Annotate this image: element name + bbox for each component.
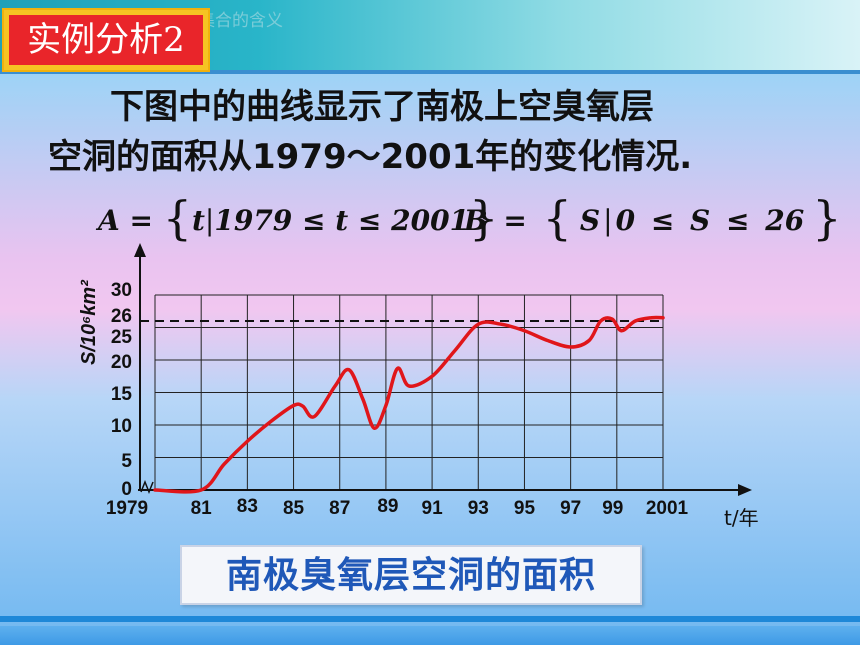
y-tick-label: 15 (111, 384, 133, 405)
y-tick-label: 30 (111, 280, 132, 301)
x-tick-label: 91 (422, 498, 444, 519)
set-b-name: B (464, 204, 488, 237)
statement-line-1: 下图中的曲线显示了南极上空臭氧层 (110, 87, 654, 127)
set-b-bar: | (603, 204, 613, 237)
y-tick-label: 26 (111, 306, 132, 327)
chart-caption: 南极臭氧层空洞的面积 (225, 554, 596, 596)
footer-band (0, 626, 860, 645)
y-tick-label: 10 (111, 416, 132, 437)
x-tick-label: 93 (468, 498, 489, 519)
set-a-formula: A = {t|1979 ≤ t ≤ 2001} (98, 190, 498, 246)
set-a-bar: | (204, 204, 215, 237)
set-a-equals: = (129, 204, 153, 237)
x-tick-label: 89 (377, 496, 398, 517)
x-tick-label: 1979 (106, 498, 148, 519)
set-a-open-brace: { (162, 191, 192, 245)
x-tick-label: 2001 (646, 498, 689, 519)
set-b-equals: = (503, 204, 527, 237)
chart-series (153, 315, 665, 494)
x-tick-label: 85 (283, 498, 305, 519)
x-axis-label: t/年 (724, 506, 759, 530)
axis-break-mark (140, 479, 154, 495)
statement-line-2: 空洞的面积从1979～2001年的变化情况. (48, 137, 693, 177)
set-b-condition: 0 ≤ S ≤ 26 (615, 204, 805, 237)
y-tick-label: 20 (111, 352, 132, 373)
slide-badge: 实例分析2 (2, 8, 210, 72)
chart-tick-labels: 1979 81 83 85 87 89 91 93 95 97 99 2001 0 5 10 15 20 2526… (106, 280, 689, 519)
set-a-var: t (191, 204, 205, 237)
set-a-close-brace: } (469, 191, 499, 245)
x-tick-label: 87 (329, 498, 350, 519)
chart-grid (140, 294, 664, 490)
set-b-open-brace: { (542, 191, 572, 245)
y-tick-label: 25 (111, 327, 133, 348)
x-tick-label: 83 (237, 496, 258, 517)
set-b-formula: B = {S | 0 ≤ S ≤ 26} (464, 190, 841, 246)
chart-axes (134, 243, 752, 496)
x-tick-label: 99 (602, 498, 623, 519)
problem-statement: 下图中的曲线显示了南极上空臭氧层 空洞的面积从1979～2001年的变化情况. (48, 82, 828, 182)
footer-line (0, 616, 860, 622)
banner-divider (0, 70, 860, 74)
x-tick-label: 81 (191, 498, 213, 519)
banner-ghost-text: 集合的含义 (198, 11, 283, 31)
chart-caption-box: 南极臭氧层空洞的面积 (180, 545, 642, 605)
slide-badge-label: 实例分析2 (9, 15, 203, 65)
y-tick-label: 5 (121, 451, 132, 472)
set-a-condition: 1979 ≤ t ≤ 2001 (214, 204, 470, 237)
x-tick-label: 95 (514, 498, 536, 519)
set-b-close-brace: } (812, 191, 842, 245)
x-axis-arrow (738, 484, 752, 496)
set-a-name: A (98, 204, 120, 237)
y-axis-label: S/10⁶km² (78, 279, 100, 365)
y-axis-arrow (134, 243, 146, 257)
ozone-area-curve (153, 315, 665, 494)
set-b-var: S (579, 204, 601, 237)
y-tick-label: 0 (121, 479, 132, 500)
x-tick-label: 97 (560, 498, 581, 519)
